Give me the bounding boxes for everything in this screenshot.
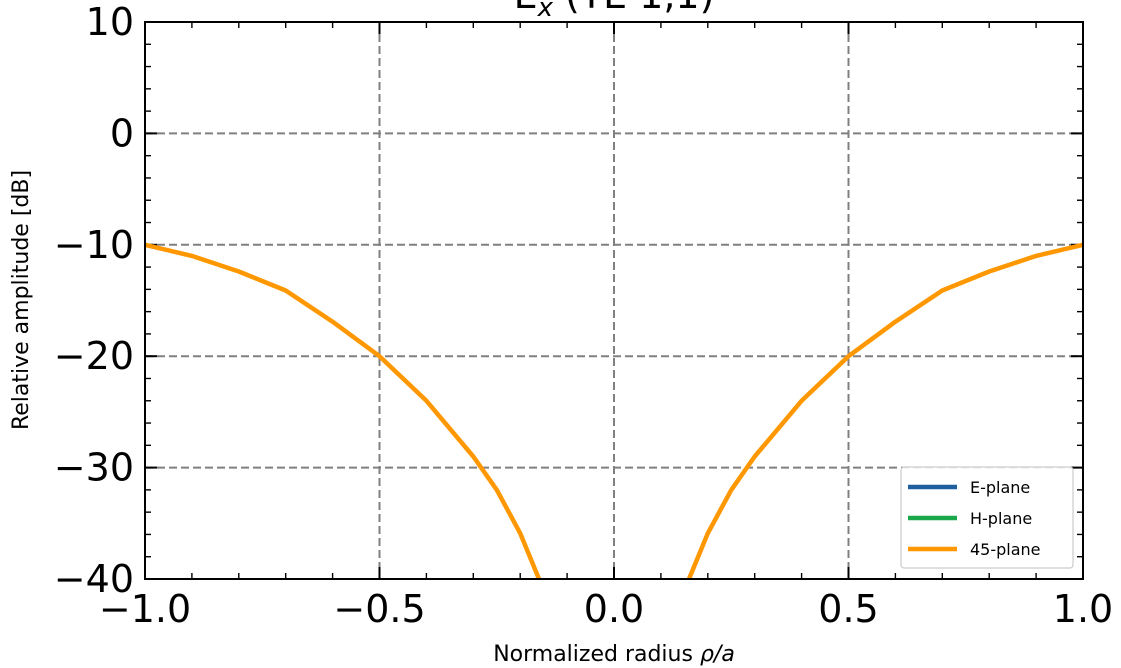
x-tick-label: 1.0 (1053, 587, 1113, 631)
chart-title-main: E (514, 0, 538, 17)
chart-title-subscript: x (537, 0, 554, 23)
y-tick-label: 10 (86, 0, 134, 44)
y-tick-label: −40 (54, 557, 134, 601)
y-tick-labels: −40 −30 −20 −10 0 10 (54, 0, 134, 601)
chart-title: Ex (TE 1,1) (514, 0, 715, 23)
x-axis-label-math: ρ/a (700, 642, 735, 667)
y-tick-label: −30 (54, 446, 134, 490)
x-tick-label: 0.5 (818, 587, 878, 631)
y-tick-label: −10 (54, 223, 134, 267)
plot-frame (144, 21, 1084, 580)
y-axis-label: Relative amplitude [dB] (9, 170, 34, 430)
x-tick-label: −0.5 (333, 587, 425, 631)
series-lines (145, 242, 1083, 579)
legend-label-1: H-plane (970, 509, 1032, 528)
y-tick-label: 0 (110, 111, 134, 155)
x-axis-label: Normalized radius ρ/a (493, 642, 735, 667)
x-tick-label: −1.0 (99, 587, 191, 631)
grid-lines (145, 22, 1083, 579)
x-tick-labels: −1.0 −0.5 0.0 0.5 1.0 (99, 587, 1113, 631)
legend: E-plane H-plane 45-plane (900, 466, 1074, 569)
legend-box (900, 466, 1074, 569)
series-line-2 (686, 242, 1083, 579)
legend-label-0: E-plane (970, 478, 1030, 497)
x-tick-label: 0.0 (584, 587, 644, 631)
x-axis-label-text: Normalized radius (493, 642, 700, 667)
chart-title-suffix: (TE 1,1) (553, 0, 714, 17)
series-line-2 (145, 242, 542, 579)
y-tick-label: −20 (54, 334, 134, 378)
legend-label-2: 45-plane (970, 540, 1041, 559)
